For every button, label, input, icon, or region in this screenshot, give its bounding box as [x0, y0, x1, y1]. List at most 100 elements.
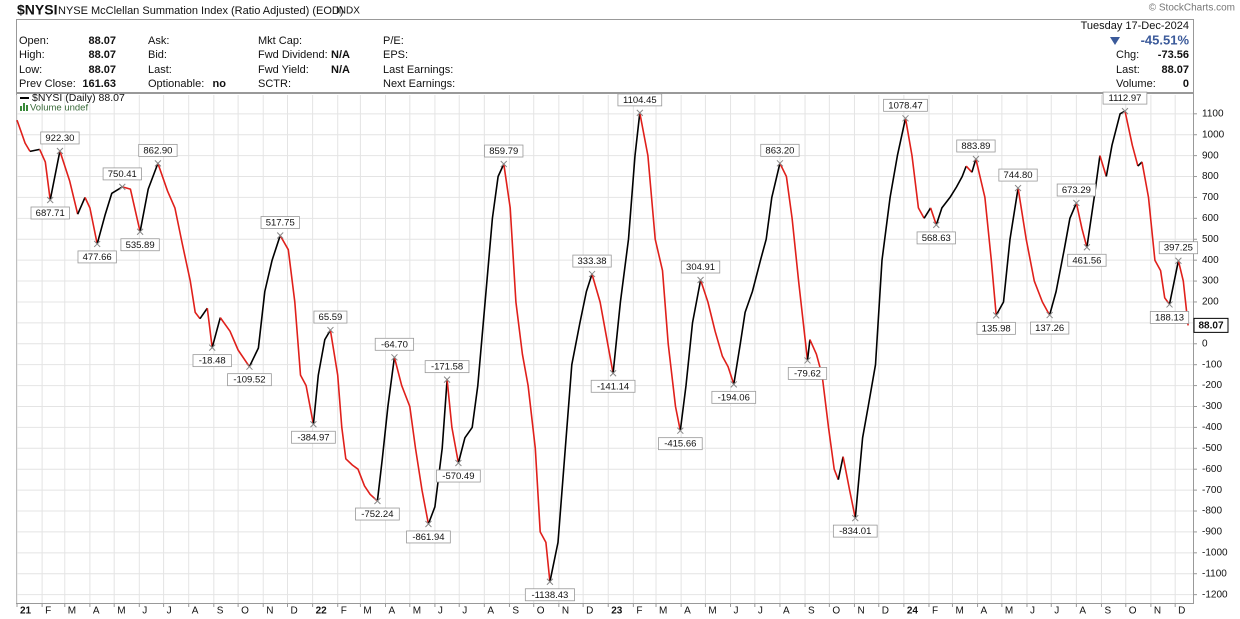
x-tick-label: M — [708, 606, 716, 617]
x-tick-label: A — [981, 606, 988, 617]
y-tick-label: 500 — [1202, 234, 1219, 245]
x-tick-label: A — [1079, 606, 1086, 617]
x-tick-label: A — [684, 606, 691, 617]
line-segment — [248, 235, 281, 368]
point-marker — [208, 344, 216, 351]
label-box — [760, 143, 800, 157]
point-marker — [1083, 243, 1091, 251]
line-segment — [446, 379, 460, 464]
y-tick-label: 300 — [1202, 276, 1219, 287]
x-tick-label: F — [45, 606, 51, 617]
line-segment — [211, 317, 222, 348]
line-segment — [854, 118, 907, 519]
x-tick-label: J — [758, 606, 763, 617]
y-tick-label: -1100 — [1202, 568, 1227, 579]
x-tick-label: A — [93, 606, 100, 617]
field-label: Low: — [19, 64, 42, 76]
line-segment — [779, 162, 809, 361]
line-segment — [84, 197, 98, 245]
x-tick-label: S — [512, 606, 519, 617]
x-tick-label: J — [1030, 606, 1035, 617]
data-label: 859.79 — [489, 146, 518, 157]
y-tick-label: 1100 — [1202, 108, 1224, 119]
x-tick-label: 24 — [907, 606, 919, 617]
data-label: 922.30 — [45, 133, 74, 144]
field-label: EPS: — [383, 49, 408, 61]
label-box — [617, 93, 663, 107]
legend-entry: Volume undef — [30, 103, 88, 114]
field-label: Last Earnings: — [383, 64, 453, 76]
label-box — [1030, 321, 1070, 335]
legend-entry: $NYSI (Daily) 88.07 — [32, 92, 125, 104]
line-segment — [1017, 187, 1051, 316]
point-marker — [1121, 107, 1129, 115]
point-marker — [276, 232, 284, 239]
point-marker — [327, 326, 334, 334]
label-box — [40, 131, 80, 145]
y-tick-label: 1000 — [1202, 129, 1225, 140]
line-segment — [837, 456, 844, 480]
x-tick-label: M — [413, 606, 421, 617]
line-segment — [219, 317, 251, 368]
change-percent: -45.51% — [1141, 32, 1190, 47]
line-segment — [29, 148, 40, 153]
line-segment — [38, 149, 51, 201]
point-marker — [902, 114, 909, 122]
label-box — [976, 321, 1016, 335]
symbol: $NYSI — [17, 2, 57, 18]
legend-volume-icon — [20, 106, 22, 111]
label-box — [138, 143, 178, 157]
x-tick-label: S — [808, 606, 815, 617]
label-box — [406, 530, 451, 544]
line-segment — [96, 186, 123, 245]
y-tick-label: -200 — [1202, 380, 1222, 391]
data-label: 1112.97 — [1108, 93, 1141, 104]
x-tick-label: J — [438, 606, 443, 617]
label-box — [572, 254, 612, 268]
point-marker — [1073, 199, 1080, 207]
y-tick-label: 700 — [1202, 192, 1219, 203]
data-label: 1078.47 — [888, 100, 922, 111]
data-label: 673.29 — [1062, 185, 1091, 196]
field-value: 88.07 — [88, 49, 116, 61]
label-box — [916, 231, 956, 245]
x-tick-label: M — [117, 606, 125, 617]
label-box — [590, 379, 636, 393]
y-tick-label: -600 — [1202, 464, 1222, 475]
line-segment — [1048, 202, 1078, 316]
data-label: -570.49 — [442, 471, 474, 482]
x-tick-label: M — [659, 606, 667, 617]
data-label: -415.66 — [664, 439, 696, 450]
x-tick-label: J — [142, 606, 147, 617]
line-segment — [1141, 161, 1171, 305]
x-tick-label: A — [389, 606, 396, 617]
label-box — [374, 337, 415, 351]
point-marker — [391, 353, 398, 361]
y-tick-label: -900 — [1202, 527, 1222, 538]
point-marker — [455, 459, 462, 467]
field-label: Next Earnings: — [383, 78, 455, 90]
line-segment — [279, 235, 315, 425]
line-segment — [457, 163, 505, 464]
header-panel — [16, 19, 1194, 93]
line-segment — [312, 329, 332, 425]
y-tick-label: -300 — [1202, 401, 1222, 412]
label-box — [956, 139, 996, 153]
line-segment — [971, 158, 977, 173]
data-label: 188.13 — [1155, 312, 1184, 323]
data-label: 535.89 — [126, 240, 155, 251]
x-tick-label: N — [266, 606, 273, 617]
legend-volume-icon — [23, 103, 25, 111]
point-marker — [425, 520, 432, 528]
x-tick-label: M — [1005, 606, 1013, 617]
data-label: 568.63 — [922, 233, 951, 244]
line-segment — [904, 118, 925, 219]
line-segment — [935, 165, 967, 226]
line-segment — [16, 119, 31, 152]
data-label: -18.48 — [199, 356, 226, 367]
point-marker — [374, 497, 381, 505]
label-box — [787, 367, 828, 380]
line-segment — [1075, 202, 1088, 248]
line-segment — [842, 456, 857, 519]
line-segment — [199, 307, 208, 320]
